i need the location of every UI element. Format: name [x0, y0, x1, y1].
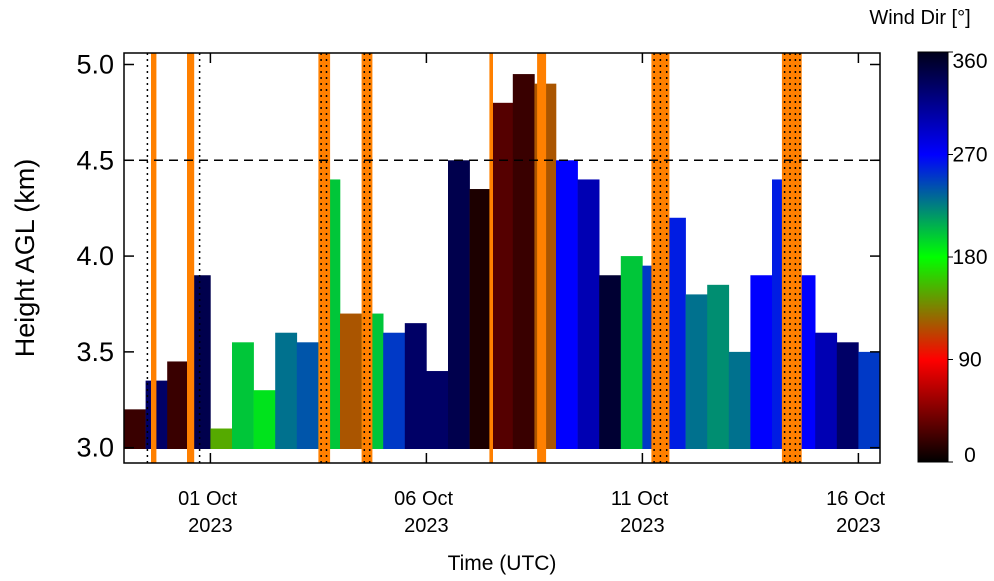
profile-column	[621, 256, 643, 449]
profile-column	[858, 352, 880, 449]
profile-column	[815, 333, 837, 449]
profile-column	[275, 333, 297, 449]
x-tick-label: 06 Oct 2023	[394, 488, 458, 537]
profile-column	[750, 275, 772, 449]
profile-column	[513, 74, 535, 449]
y-axis-title: Height AGL (km)	[10, 159, 40, 358]
y-tick-label: 3.0	[76, 433, 114, 463]
colorbar-tick-label: 0	[964, 444, 976, 467]
profile-column	[210, 429, 232, 449]
y-tick-label: 4.5	[76, 145, 114, 175]
profile-column	[448, 160, 470, 449]
profile-column	[340, 314, 362, 449]
y-tick-label: 4.0	[76, 241, 114, 271]
profile-column	[146, 381, 168, 449]
profile-column	[470, 189, 492, 449]
profile-column	[232, 342, 254, 449]
event-band	[362, 53, 373, 463]
event-band	[187, 53, 194, 463]
colorbar-tick-label: 90	[958, 349, 981, 372]
x-axis-title: Time (UTC)	[448, 552, 557, 575]
colorbar-tick-label: 360	[952, 50, 987, 73]
x-tick-label: 11 Oct 2023	[611, 488, 674, 537]
profile-column	[707, 285, 729, 449]
event-band	[318, 53, 330, 463]
y-tick-label: 5.0	[76, 49, 114, 79]
x-tick-label: 16 Oct 2023	[826, 488, 890, 537]
profile-column	[491, 103, 513, 449]
event-band	[489, 53, 493, 463]
profile-column	[686, 294, 708, 449]
profile-column	[383, 333, 405, 449]
event-band	[151, 53, 156, 463]
colorbar	[918, 52, 948, 462]
profile-column	[297, 342, 319, 449]
colorbar-tick-label: 270	[952, 144, 987, 167]
colorbar-title: Wind Dir [°]	[869, 7, 970, 29]
colorbar-tick-label: 180	[952, 246, 987, 269]
y-tick-label: 3.5	[76, 337, 114, 367]
profile-column	[254, 390, 276, 449]
profile-column	[729, 352, 751, 449]
plot-area	[124, 53, 880, 463]
profile-column	[167, 361, 189, 449]
profile-column	[837, 342, 859, 449]
profile-column	[578, 179, 600, 449]
profile-column	[426, 371, 448, 449]
profile-column	[405, 323, 427, 449]
event-band	[537, 53, 546, 463]
profile-column	[599, 275, 621, 449]
x-tick-label: 01 Oct 2023	[178, 488, 242, 537]
profile-column	[124, 409, 146, 449]
profile-column	[556, 160, 578, 449]
